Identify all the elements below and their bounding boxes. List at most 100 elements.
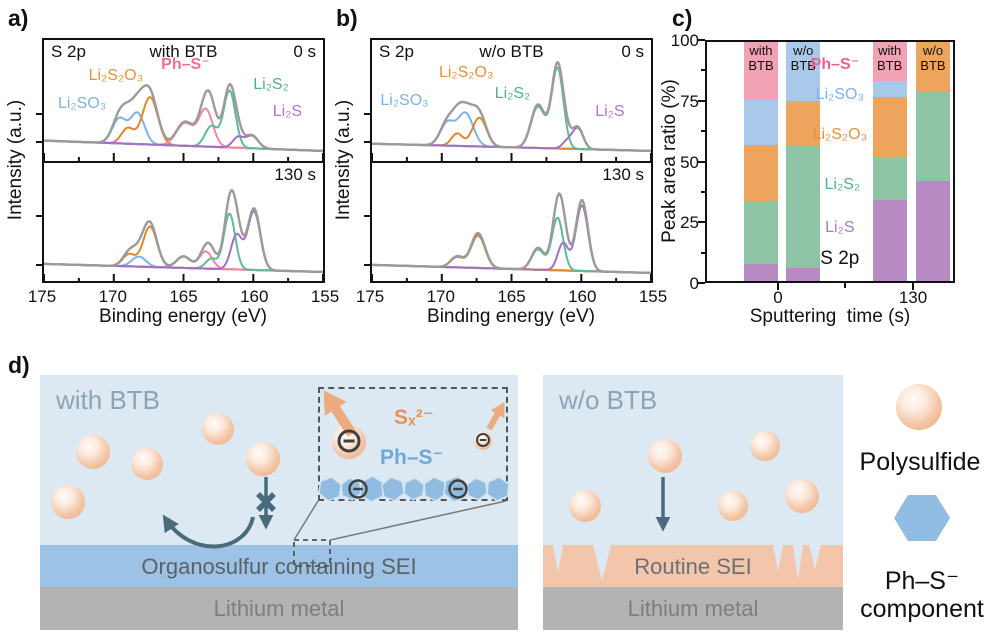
envelope-curve [372, 191, 651, 274]
panel-b-xlabel: Binding energy (eV) [427, 306, 595, 327]
polysulfide-sphere [648, 439, 682, 473]
sei-crack [809, 545, 821, 569]
y-axis-tick [698, 160, 705, 163]
bar-segment-0 [743, 42, 779, 100]
y-axis-tick [701, 251, 705, 254]
inset-phs-label: Ph–S⁻ [380, 446, 444, 469]
y-axis-tick [36, 141, 42, 143]
envelope-curve [44, 188, 323, 273]
polysulfide-sphere [131, 448, 163, 480]
panel-a-condition: with BTB [149, 42, 218, 61]
polysulfide-sphere [785, 479, 819, 513]
stacked-bar: with BTB [743, 42, 779, 281]
y-axis-tick [364, 215, 370, 217]
bar-segment-2 [872, 96, 907, 158]
y-tick-label: 100 [670, 31, 699, 50]
spectrum-canvas [44, 188, 323, 281]
phs-hexagon [423, 476, 447, 502]
polysulfide-sphere [718, 491, 748, 521]
y-axis-tick [364, 264, 370, 266]
legend-phs-hexagon-icon [894, 495, 950, 541]
sei-crack [793, 545, 803, 579]
x-axis-minor-tick [844, 283, 846, 288]
polysulfide-sphere [750, 431, 780, 461]
panel-b-time-0s: 0 s [621, 42, 644, 61]
y-tick-label: 75 [680, 91, 699, 111]
bar-segment-2 [872, 157, 907, 200]
escape-arrow-small [486, 402, 505, 431]
bar-segment-2 [872, 199, 907, 281]
panel-b-letter: b) [336, 5, 358, 31]
chart-legend-label: Li₂S [825, 219, 855, 237]
y-axis-tick [364, 141, 370, 143]
polysulfide-anion-label: Sₓ²⁻ [394, 406, 434, 429]
phs-hexagon [340, 477, 362, 501]
y-tick-label: 50 [680, 152, 699, 172]
x-tick-label: 170 [426, 287, 455, 306]
envelope-curve [372, 60, 651, 153]
chart-legend-label: Ph–S⁻ [810, 55, 860, 73]
species-label: Ph–S⁻ [161, 56, 210, 74]
bar-condition-label: with BTB [876, 43, 903, 73]
component-curve [44, 212, 323, 273]
y-axis-tick [36, 264, 42, 266]
bar-segment-1 [786, 42, 821, 101]
panel-b-time-130s: 130 s [602, 164, 644, 184]
minus-charge-icon [476, 433, 490, 447]
component-curve [372, 216, 651, 274]
x-tick-label: 155 [310, 287, 340, 306]
escape-arrow-large [323, 390, 356, 437]
phs-hexagon [466, 477, 488, 501]
chart-legend-label: Li₂S₂O₃ [812, 126, 868, 144]
bar-segment-0 [743, 202, 779, 265]
species-label: Li₂S₂ [494, 84, 531, 102]
x-tick-label: 175 [355, 287, 385, 306]
species-label: Li₂SO₃ [57, 95, 107, 113]
x-tick-label: 155 [638, 287, 668, 306]
phs-hexagon [318, 476, 342, 502]
legend-phs-label-line2: component [860, 595, 984, 623]
panel-d-left-title: with BTB [56, 385, 161, 415]
bar-segment-0 [743, 264, 779, 281]
bar-segment-1 [786, 100, 821, 146]
panel-c-xlabel: Sputtering time (s) [749, 306, 911, 327]
species-label: Li₂S₂O₃ [88, 66, 144, 84]
bar-segment-3 [915, 180, 951, 281]
legend-phs-label-line1: Ph–S⁻ [884, 567, 960, 595]
x-axis-ticks [372, 153, 651, 161]
bar-condition-label: w/o BTB [920, 43, 946, 73]
x-tick-label: 165 [169, 287, 198, 306]
y-axis-tick [698, 39, 705, 41]
y-axis-tick [698, 221, 705, 224]
minus-charge-icon [348, 479, 368, 499]
spectrum-canvas [372, 60, 651, 161]
x-tick-label: 160 [240, 287, 269, 306]
species-label: Li₂SO₃ [380, 91, 429, 109]
minus-charge-icon [337, 429, 361, 453]
x-axis-ticks [44, 273, 323, 281]
polysulfide-sphere [246, 442, 280, 476]
organosulfur-sei-label: Organosulfur containing SEI [141, 554, 417, 579]
x-axis-tick [912, 283, 914, 290]
panel-b-spectrum-0s: S 2p w/o BTB 0 s Li₂S₂O₃ Li₂SO₃ Li₂S₂ Li₂S [372, 40, 651, 161]
panel-a-spectrum-0s: S 2p with BTB 0 s Li₂S₂O₃ Ph–S⁻ Li₂SO₃ Li₂S… [44, 40, 323, 161]
routine-sei-label: Routine SEI [634, 554, 752, 579]
panel-a-time-130s: 130 s [274, 164, 316, 184]
bar-segment-1 [786, 267, 821, 281]
spectrum-canvas [44, 82, 323, 161]
panel-d-letter: d) [8, 352, 30, 378]
y-axis-tick [701, 190, 705, 193]
x-axis-tick [777, 283, 779, 290]
panel-a-ylabel: Intensity (a.u.) [5, 99, 26, 221]
polysulfide-sphere [76, 435, 110, 469]
panel-a-letter: a) [8, 5, 29, 31]
x-tick-label: 170 [98, 287, 127, 306]
x-axis-ticks [44, 153, 323, 161]
curved-return-arrow [162, 514, 255, 549]
y-tick-label: 0 [689, 274, 699, 293]
y-axis-tick [701, 69, 705, 72]
bar-segment-1 [786, 145, 821, 268]
component-curve [372, 234, 651, 274]
species-label: Li₂S₂O₃ [438, 64, 494, 82]
organosulfur-sei-layer [40, 545, 518, 587]
